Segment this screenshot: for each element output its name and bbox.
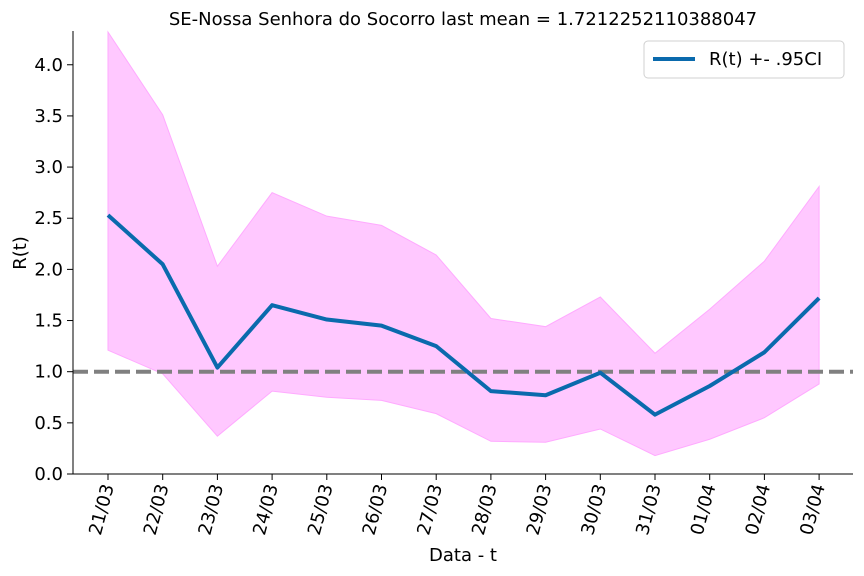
y-tick-label: 2.0 [34, 259, 63, 280]
x-tick-label: 01/04 [687, 482, 721, 538]
x-tick-label: 29/03 [523, 482, 557, 538]
y-tick-label: 1.5 [34, 311, 63, 332]
confidence-band [107, 30, 820, 457]
x-tick-label: 02/04 [742, 482, 776, 538]
x-tick-label: 30/03 [577, 482, 611, 538]
x-tick-label: 22/03 [140, 482, 174, 538]
x-axis-label: Data - t [429, 545, 497, 566]
x-tick-label: 23/03 [195, 482, 229, 538]
y-tick-label: 1.0 [34, 362, 63, 383]
y-tick-label: 0.5 [34, 413, 63, 434]
x-tick-label: 03/04 [796, 482, 830, 538]
x-tick-label: 28/03 [468, 482, 502, 538]
y-tick-label: 2.5 [34, 208, 63, 229]
x-tick-label: 25/03 [304, 482, 338, 538]
x-tick-label: 24/03 [249, 482, 283, 538]
y-tick-label: 3.0 [34, 157, 63, 178]
x-tick-label: 21/03 [85, 482, 119, 538]
y-tick-label: 3.5 [34, 106, 63, 127]
chart-title: SE-Nossa Senhora do Socorro last mean = … [169, 9, 757, 30]
legend-label: R(t) +- .95CI [709, 49, 822, 70]
y-tick-label: 4.0 [34, 55, 63, 76]
plot-area: 0.0 0.5 1.0 1.5 2.0 2.5 3.0 3.5 4.0 21/03 22/03 23/… [34, 30, 853, 538]
series-line [106, 213, 821, 417]
x-tick-label: 31/03 [632, 482, 666, 538]
y-axis-label: R(t) [10, 236, 31, 270]
x-tick-label: 27/03 [413, 482, 447, 538]
x-tick-label: 26/03 [359, 482, 393, 538]
legend-box [643, 40, 845, 79]
y-tick-label: 0.0 [34, 464, 63, 485]
